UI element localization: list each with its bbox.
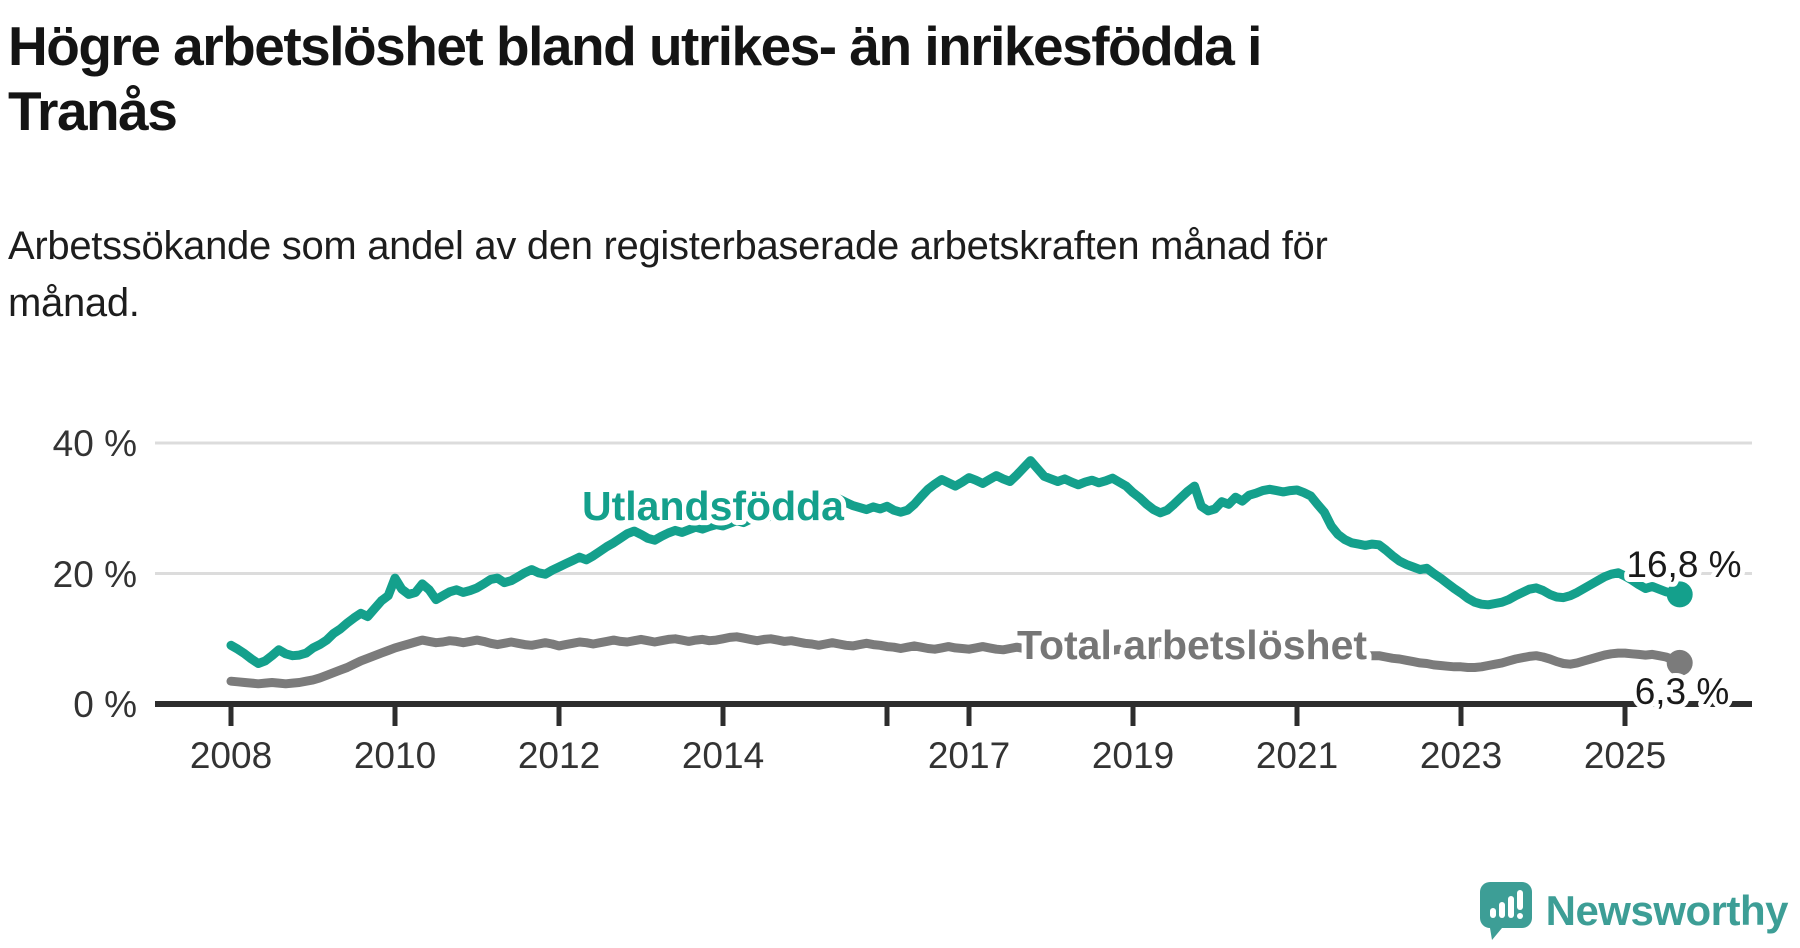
x-tick-label-2019: 2019 bbox=[1092, 735, 1174, 776]
title-line-2: Tranås bbox=[8, 79, 178, 142]
x-axis-ticks bbox=[228, 704, 1628, 726]
series-label-utlandsfodda: Utlandsfödda bbox=[582, 483, 845, 529]
subtitle-line-1: Arbetssökande som andel av den registerb… bbox=[8, 224, 1328, 268]
x-tick-label-2012: 2012 bbox=[518, 735, 600, 776]
gridlines bbox=[155, 441, 1752, 575]
chart-subtitle: Arbetssökande som andel av den registerb… bbox=[8, 218, 1488, 332]
y-tick-label-20: 20 % bbox=[53, 554, 137, 595]
y-tick-label-40: 40 % bbox=[53, 423, 137, 464]
subtitle-line-2: månad. bbox=[8, 280, 140, 325]
x-tick-label-2021: 2021 bbox=[1256, 735, 1338, 776]
newsworthy-logo: Newsworthy bbox=[1479, 882, 1789, 940]
series-label-total: Total arbetslöshet bbox=[1017, 622, 1367, 668]
end-value-label-total: 6,3 % bbox=[1635, 671, 1730, 712]
y-tick-label-0: 0 % bbox=[73, 684, 137, 725]
newsworthy-icon bbox=[1479, 882, 1532, 940]
page-title: Högre arbetslöshet bland utrikes- än inr… bbox=[8, 14, 1408, 144]
x-tick-label-2025: 2025 bbox=[1584, 735, 1666, 776]
series-end-dot-1 bbox=[1666, 649, 1693, 676]
series-end-dots bbox=[1666, 581, 1693, 676]
series-end-dot-0 bbox=[1666, 581, 1693, 608]
end-value-label-utlandsfodda: 16,8 % bbox=[1626, 544, 1741, 585]
newsworthy-wordmark: Newsworthy bbox=[1545, 887, 1789, 934]
series-line-0 bbox=[226, 456, 1685, 668]
series-lines bbox=[226, 456, 1685, 689]
x-tick-label-2008: 2008 bbox=[190, 735, 272, 776]
x-tick-label-2014: 2014 bbox=[682, 735, 764, 776]
title-line-1: Högre arbetslöshet bland utrikes- än inr… bbox=[8, 15, 1262, 77]
x-tick-label-2017: 2017 bbox=[928, 735, 1010, 776]
series-line-1 bbox=[226, 632, 1685, 689]
x-tick-label-2010: 2010 bbox=[354, 735, 436, 776]
x-axis-labels: 2008 2010 2012 2014 2017 2019 2021 2023 2025 bbox=[190, 735, 1666, 776]
x-tick-label-2023: 2023 bbox=[1420, 735, 1502, 776]
